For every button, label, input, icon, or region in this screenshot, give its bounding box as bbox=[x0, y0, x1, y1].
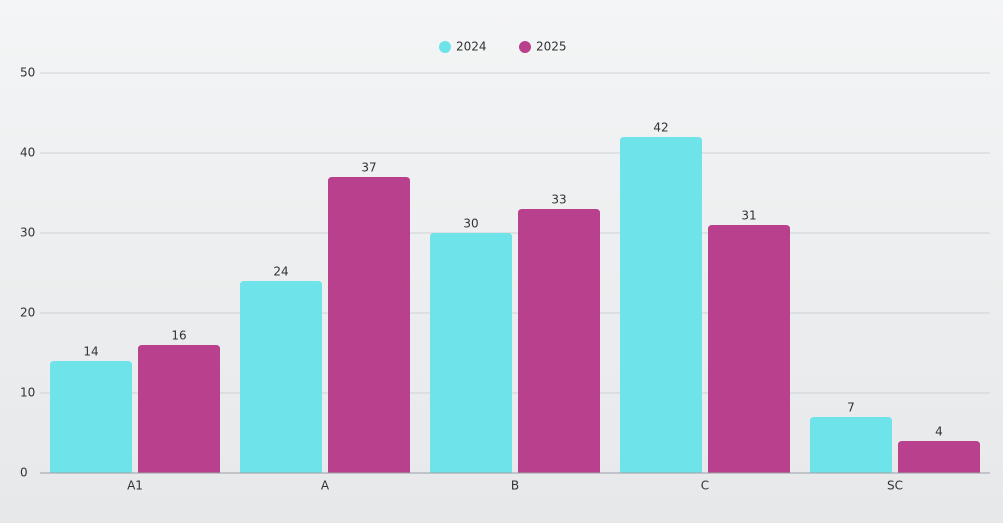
x-tick-label: B bbox=[511, 479, 519, 493]
data-label: 7 bbox=[847, 401, 855, 415]
y-tick-label: 30 bbox=[20, 226, 35, 240]
bar bbox=[620, 137, 702, 473]
x-tick-label: C bbox=[701, 479, 709, 493]
data-label: 42 bbox=[653, 121, 668, 135]
data-label: 30 bbox=[463, 217, 478, 231]
data-label: 14 bbox=[83, 345, 98, 359]
bar bbox=[518, 209, 600, 473]
y-tick-label: 40 bbox=[20, 146, 35, 160]
bar bbox=[898, 441, 980, 473]
y-tick-label: 50 bbox=[20, 66, 35, 80]
x-tick-label: SC bbox=[887, 479, 903, 493]
y-tick-label: 0 bbox=[20, 466, 28, 480]
data-label: 31 bbox=[741, 209, 756, 223]
x-tick-label: A bbox=[321, 479, 330, 493]
legend-swatch bbox=[519, 41, 531, 53]
y-tick-label: 20 bbox=[20, 306, 35, 320]
bar bbox=[328, 177, 410, 473]
legend-swatch bbox=[439, 41, 451, 53]
legend-label: 2024 bbox=[456, 40, 487, 54]
y-tick-label: 10 bbox=[20, 386, 35, 400]
bar bbox=[810, 417, 892, 473]
data-label: 24 bbox=[273, 265, 288, 279]
x-tick-label: A1 bbox=[127, 479, 143, 493]
bar bbox=[50, 361, 132, 473]
data-label: 33 bbox=[551, 193, 566, 207]
bar bbox=[708, 225, 790, 473]
bar bbox=[430, 233, 512, 473]
data-label: 16 bbox=[171, 329, 186, 343]
data-label: 37 bbox=[361, 161, 376, 175]
legend-label: 2025 bbox=[536, 40, 567, 54]
bar bbox=[240, 281, 322, 473]
bar bbox=[138, 345, 220, 473]
data-label: 4 bbox=[935, 425, 943, 439]
